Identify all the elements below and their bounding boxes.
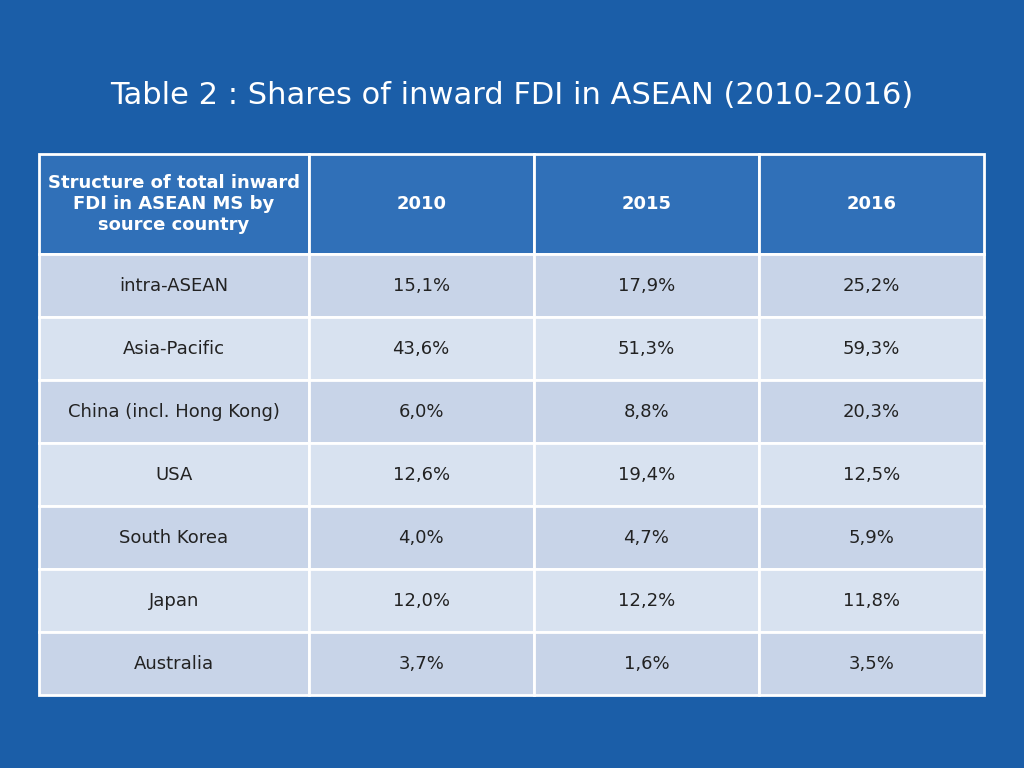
Text: 8,8%: 8,8% bbox=[624, 402, 669, 421]
Bar bbox=[308, 154, 534, 254]
Text: 6,0%: 6,0% bbox=[398, 402, 444, 421]
Bar bbox=[534, 569, 759, 632]
Bar bbox=[39, 569, 308, 632]
Bar bbox=[308, 506, 534, 569]
Text: 2010: 2010 bbox=[396, 195, 446, 213]
Text: Table 2 : Shares of inward FDI in ASEAN (2010-2016): Table 2 : Shares of inward FDI in ASEAN … bbox=[111, 81, 913, 111]
Bar bbox=[308, 632, 534, 695]
Bar bbox=[308, 317, 534, 380]
Text: 19,4%: 19,4% bbox=[617, 465, 675, 484]
Text: 2015: 2015 bbox=[622, 195, 672, 213]
Bar bbox=[308, 380, 534, 443]
Bar bbox=[534, 506, 759, 569]
Text: South Korea: South Korea bbox=[119, 528, 228, 547]
Bar bbox=[308, 254, 534, 317]
Text: 59,3%: 59,3% bbox=[843, 339, 900, 358]
Bar bbox=[759, 632, 984, 695]
Text: 43,6%: 43,6% bbox=[392, 339, 450, 358]
Text: 11,8%: 11,8% bbox=[843, 591, 900, 610]
Bar bbox=[759, 506, 984, 569]
Bar bbox=[39, 632, 308, 695]
Text: USA: USA bbox=[155, 465, 193, 484]
Text: 1,6%: 1,6% bbox=[624, 654, 669, 673]
Text: 17,9%: 17,9% bbox=[617, 276, 675, 295]
Text: 25,2%: 25,2% bbox=[843, 276, 900, 295]
Bar bbox=[534, 254, 759, 317]
Bar bbox=[534, 154, 759, 254]
Text: 51,3%: 51,3% bbox=[617, 339, 675, 358]
Text: 12,6%: 12,6% bbox=[392, 465, 450, 484]
Bar bbox=[39, 317, 308, 380]
Text: Australia: Australia bbox=[134, 654, 214, 673]
Bar bbox=[759, 380, 984, 443]
Bar bbox=[534, 632, 759, 695]
Bar bbox=[759, 154, 984, 254]
Text: 3,5%: 3,5% bbox=[849, 654, 895, 673]
Text: intra-ASEAN: intra-ASEAN bbox=[119, 276, 228, 295]
Text: 20,3%: 20,3% bbox=[843, 402, 900, 421]
Bar bbox=[39, 380, 308, 443]
Bar bbox=[39, 154, 308, 254]
Text: 4,0%: 4,0% bbox=[398, 528, 444, 547]
Bar bbox=[39, 254, 308, 317]
Text: 3,7%: 3,7% bbox=[398, 654, 444, 673]
Bar bbox=[759, 254, 984, 317]
Text: 4,7%: 4,7% bbox=[624, 528, 670, 547]
Bar bbox=[534, 380, 759, 443]
Bar bbox=[759, 317, 984, 380]
Bar bbox=[39, 443, 308, 506]
Bar bbox=[534, 443, 759, 506]
Text: 12,5%: 12,5% bbox=[843, 465, 900, 484]
Text: Japan: Japan bbox=[148, 591, 199, 610]
Text: 15,1%: 15,1% bbox=[392, 276, 450, 295]
Bar bbox=[39, 506, 308, 569]
Bar bbox=[759, 443, 984, 506]
Bar bbox=[308, 569, 534, 632]
Bar bbox=[308, 443, 534, 506]
Text: 5,9%: 5,9% bbox=[849, 528, 895, 547]
Text: 12,2%: 12,2% bbox=[617, 591, 675, 610]
Text: Asia-Pacific: Asia-Pacific bbox=[123, 339, 224, 358]
Text: 12,0%: 12,0% bbox=[392, 591, 450, 610]
Bar bbox=[759, 569, 984, 632]
Bar bbox=[534, 317, 759, 380]
Text: Structure of total inward
FDI in ASEAN MS by
source country: Structure of total inward FDI in ASEAN M… bbox=[48, 174, 300, 233]
Text: China (incl. Hong Kong): China (incl. Hong Kong) bbox=[68, 402, 280, 421]
Text: 2016: 2016 bbox=[847, 195, 897, 213]
